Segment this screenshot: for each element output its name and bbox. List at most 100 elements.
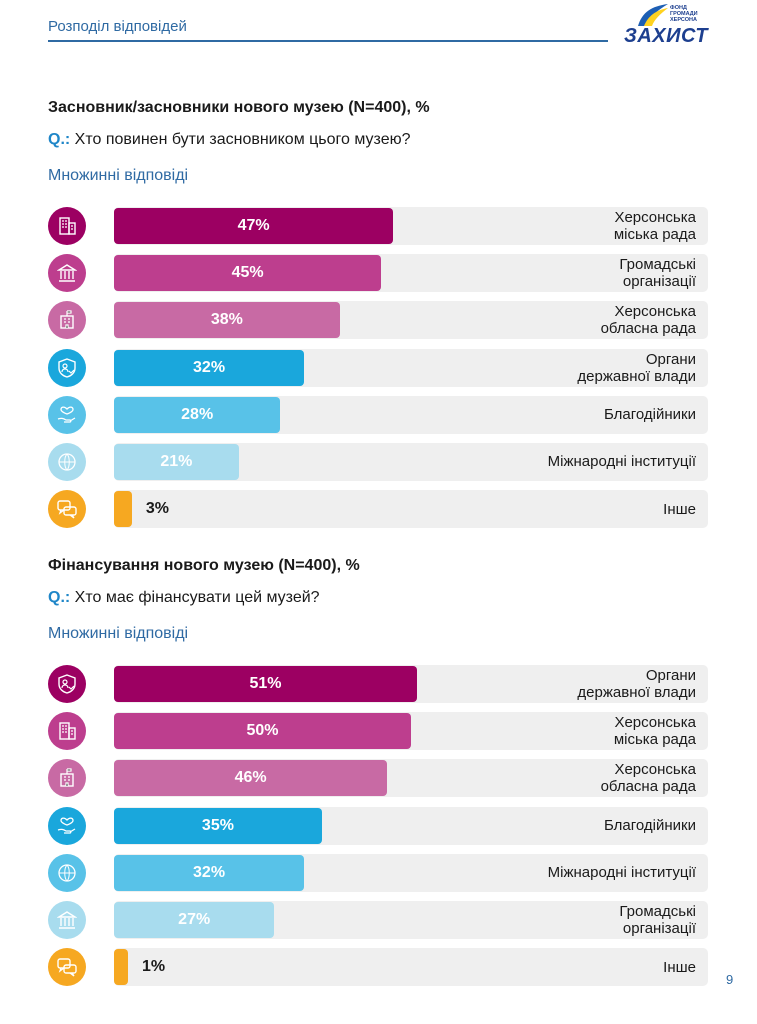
regional-building-icon xyxy=(48,759,86,798)
bar xyxy=(114,949,128,986)
bar-value-label: 35% xyxy=(201,816,234,834)
category-label: Інше xyxy=(663,500,696,518)
bar xyxy=(114,349,305,386)
section-founder-header: Засновник/засновники нового музею (N=400… xyxy=(48,99,710,189)
category-label: Херсонська обласна рада xyxy=(600,303,696,338)
bar-value-label: 38% xyxy=(210,311,243,329)
multiple-answers-note: Множинні відповіді xyxy=(48,625,189,642)
bar xyxy=(114,760,388,797)
bar-value-label: 45% xyxy=(231,264,264,282)
category-label: Міжнародні інституції xyxy=(547,864,696,882)
category-label: Херсонська міська рада xyxy=(613,714,696,749)
bar-row: 47% Херсонська міська рада xyxy=(48,207,710,245)
bar-row: 50% Херсонська міська рада xyxy=(48,712,710,751)
bar-row: 46% Херсонська обласна рада xyxy=(48,759,710,798)
bar-row: 27% Громадські організації xyxy=(48,900,710,939)
bar-track: 47% Херсонська міська рада xyxy=(114,207,708,245)
category-label: Інше xyxy=(663,958,696,976)
bar xyxy=(114,396,281,433)
category-label: Міжнародні інституції xyxy=(547,453,696,471)
question-label: Q.: xyxy=(48,589,71,606)
bar-track: 32% Міжнародні інституції xyxy=(114,853,708,892)
bar-row: 32% Органи державної влади xyxy=(48,348,710,387)
city-building-icon xyxy=(48,207,86,245)
bar-value-label: 21% xyxy=(160,452,193,470)
question-line: Q.: Хто повинен бути засновником цього м… xyxy=(48,131,710,153)
category-label: Благодійники xyxy=(604,817,696,835)
bar-track: 3% Інше xyxy=(114,490,708,529)
zakhyst-logo: ФОНД ГРОМАДИ ХЕРСОНА ЗАХИСТ xyxy=(622,2,712,48)
bar-track: 35% Благодійники xyxy=(114,806,708,845)
bar-row: 45% Громадські організації xyxy=(48,254,710,293)
logo-wordmark: ЗАХИСТ xyxy=(624,25,708,47)
bar-value-label: 51% xyxy=(249,675,282,692)
question-text: Хто повинен бути засновником цього музею… xyxy=(74,131,411,148)
bar xyxy=(114,302,340,339)
bar-track: 45% Громадські організації xyxy=(114,254,708,293)
bar xyxy=(114,713,411,750)
logo-flag-icon xyxy=(638,4,668,26)
bar xyxy=(114,901,275,938)
bar-track: 32% Органи державної влади xyxy=(114,348,708,387)
bar-value-label: 1% xyxy=(142,958,166,976)
category-label: Органи державної влади xyxy=(577,350,696,385)
category-label: Благодійники xyxy=(604,406,696,424)
bar-row: 1% Інше xyxy=(48,948,710,987)
logo-fund-text: ФОНД ГРОМАДИ ХЕРСОНА xyxy=(670,5,698,23)
bar-track: 51% Органи державної влади xyxy=(114,665,708,703)
category-label: Громадські організації xyxy=(619,256,696,291)
shield-people-icon xyxy=(48,348,86,387)
bar-value-label: 47% xyxy=(237,217,270,234)
bar-track: 38% Херсонська обласна рада xyxy=(114,301,708,340)
heart-hand-icon xyxy=(48,806,86,845)
bar-track: 27% Громадські організації xyxy=(114,900,708,939)
bar-row: 32% Міжнародні інституції xyxy=(48,853,710,892)
question-label: Q.: xyxy=(48,131,71,148)
category-label: Херсонська обласна рада xyxy=(600,761,696,796)
bar-value-label: 32% xyxy=(193,358,226,376)
category-label: Херсонська міська рада xyxy=(613,209,696,243)
shield-people-icon xyxy=(48,665,86,703)
public-building-icon xyxy=(48,900,86,939)
bar-value-label: 50% xyxy=(246,722,279,740)
bar xyxy=(114,443,239,480)
bar-row: 21% Міжнародні інституції xyxy=(48,442,710,481)
multiple-answers-note: Множинні відповіді xyxy=(48,167,189,184)
bar-track: 21% Міжнародні інституції xyxy=(114,442,708,481)
header-title: Розподіл відповідей xyxy=(48,18,187,35)
bar-row: 28% Благодійники xyxy=(48,395,710,434)
bar xyxy=(114,807,322,844)
bar xyxy=(114,854,305,891)
bar-track: 46% Херсонська обласна рада xyxy=(114,759,708,798)
city-building-icon xyxy=(48,712,86,751)
heart-hand-icon xyxy=(48,395,86,434)
bar-value-label: 46% xyxy=(234,769,267,787)
funding-bar-chart: 51% Органи державної влади 50% Херсонська м… xyxy=(48,665,710,995)
bar-value-label: 28% xyxy=(181,405,214,423)
header-divider xyxy=(48,40,608,42)
bar-track: 1% Інше xyxy=(114,948,708,987)
bar xyxy=(114,491,132,528)
founder-bar-chart: 47% Херсонська міська рада 45% Громадські о… xyxy=(48,207,710,537)
handshake-globe-icon xyxy=(48,853,86,892)
bar-row: 38% Херсонська обласна рада xyxy=(48,301,710,340)
section-title: Засновник/засновники нового музею (N=400… xyxy=(48,99,430,116)
question-line: Q.: Хто має фінансувати цей музей? xyxy=(48,589,710,611)
bar-row: 51% Органи державної влади xyxy=(48,665,710,703)
category-label: Громадські організації xyxy=(619,902,696,937)
bar-row: 3% Інше xyxy=(48,490,710,529)
bar-track: 28% Благодійники xyxy=(114,395,708,434)
handshake-globe-icon xyxy=(48,442,86,481)
bar-value-label: 3% xyxy=(145,500,169,518)
chat-bubbles-icon xyxy=(48,490,86,529)
section-funding-header: Фінансування нового музею (N=400), % Q.:… xyxy=(48,557,710,647)
bar xyxy=(114,666,417,702)
bar-row: 35% Благодійники xyxy=(48,806,710,845)
category-label: Органи державної влади xyxy=(577,667,696,701)
chat-bubbles-icon xyxy=(48,948,86,987)
regional-building-icon xyxy=(48,301,86,340)
bar-track: 50% Херсонська міська рада xyxy=(114,712,708,751)
question-text: Хто має фінансувати цей музей? xyxy=(74,589,320,606)
page-number: 9 xyxy=(726,972,734,987)
section-title: Фінансування нового музею (N=400), % xyxy=(48,557,360,574)
